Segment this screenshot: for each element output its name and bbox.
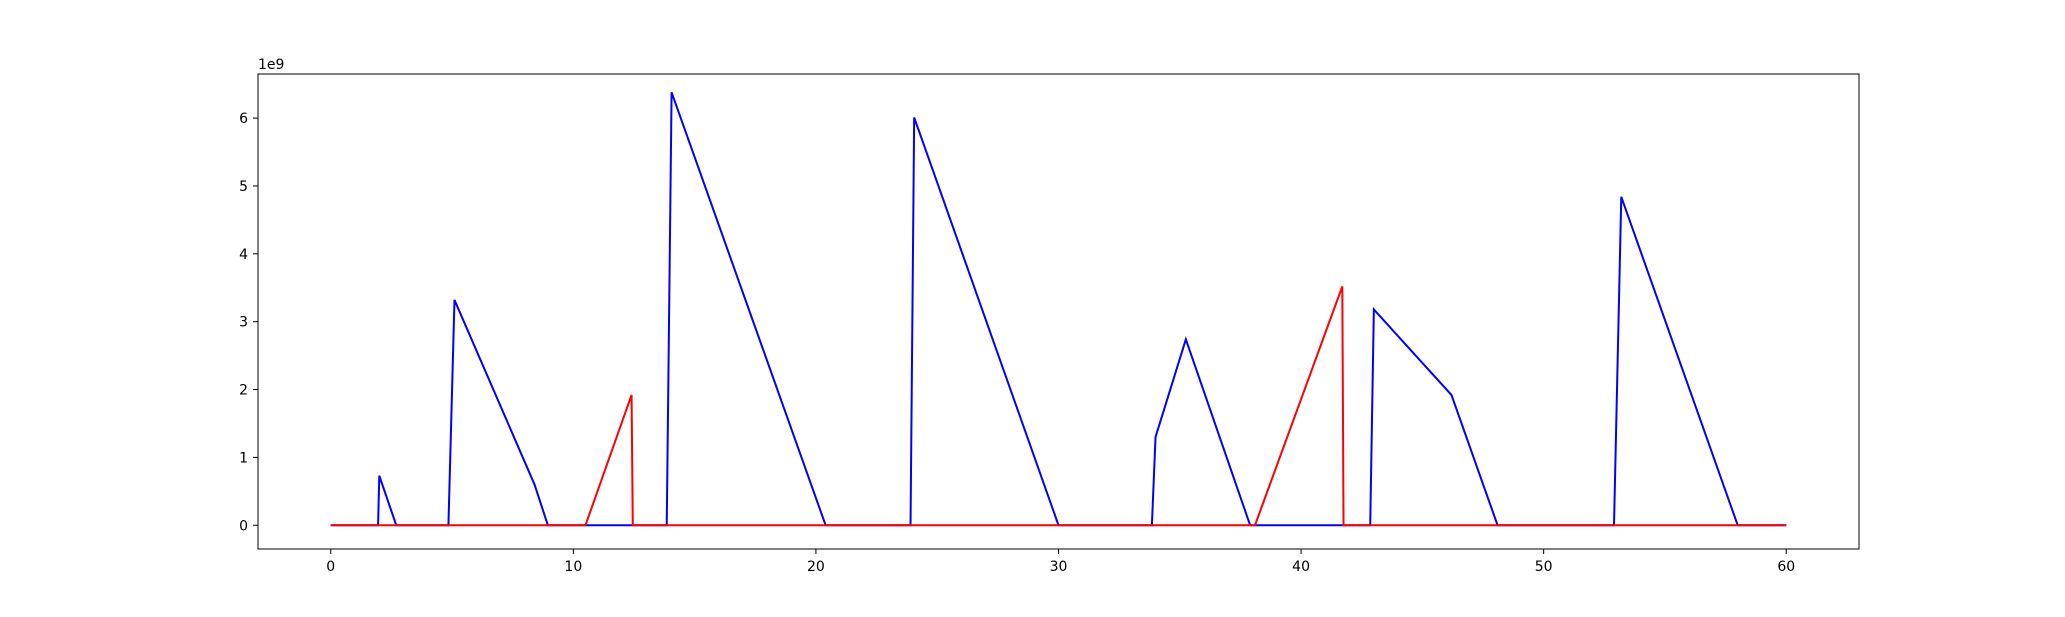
y-tick-label: 4 [239, 247, 248, 263]
x-tick-label: 30 [1050, 559, 1068, 575]
y-tick-label: 3 [239, 315, 248, 331]
x-tick-label: 10 [564, 559, 582, 575]
x-tick-label: 40 [1292, 559, 1310, 575]
series-line-1 [330, 91, 1787, 527]
y-tick-label: 1 [239, 450, 248, 466]
x-tick-label: 0 [326, 559, 335, 575]
y-tick-label: 2 [239, 383, 248, 399]
y-tick-label: 5 [239, 179, 248, 195]
x-tick-label: 20 [807, 559, 825, 575]
y-offset-text: 1e9 [258, 57, 284, 73]
x-tick-label: 50 [1535, 559, 1553, 575]
x-axis-ticks: 0 10 20 30 40 50 60 [326, 549, 1795, 575]
y-axis-ticks: 0 1 2 3 4 5 6 [239, 111, 258, 534]
y-tick-label: 6 [239, 111, 248, 127]
series-layer [330, 91, 1787, 527]
y-tick-label: 0 [239, 518, 248, 534]
series-line-2 [330, 286, 1787, 527]
x-tick-label: 60 [1777, 559, 1795, 575]
